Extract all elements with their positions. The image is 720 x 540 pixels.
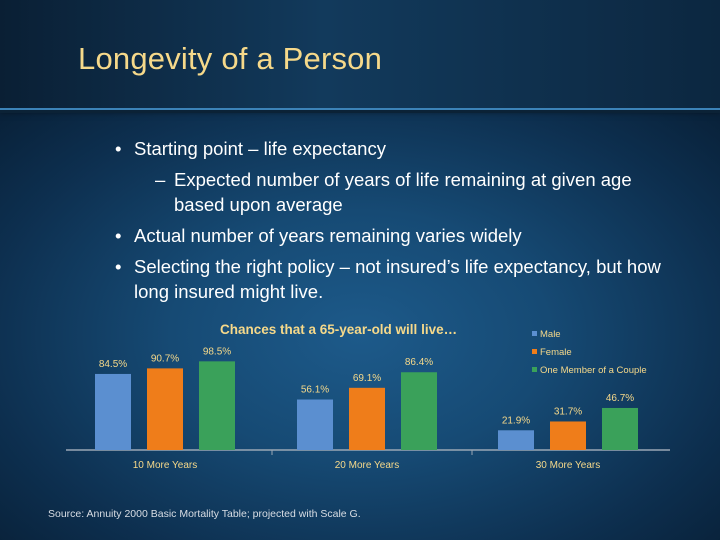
bar-couple bbox=[199, 361, 235, 450]
legend-label: Male bbox=[540, 329, 561, 340]
bullet-mark: • bbox=[115, 256, 122, 277]
bullet-item: • Starting point – life expectancy bbox=[115, 136, 675, 161]
bullet-mark: • bbox=[115, 225, 122, 246]
bar-female bbox=[147, 368, 183, 450]
bar-male bbox=[297, 399, 333, 450]
slide-title: Longevity of a Person bbox=[78, 41, 383, 76]
data-label: 86.4% bbox=[405, 357, 433, 368]
data-label: 56.1% bbox=[301, 385, 329, 396]
bar-female bbox=[349, 387, 385, 450]
sub-bullet-item: – Expected number of years of life remai… bbox=[155, 167, 675, 217]
bullet-list: • Starting point – life expectancy – Exp… bbox=[115, 136, 675, 310]
bullet-text: Expected number of years of life remaini… bbox=[174, 169, 632, 215]
legend-label: Female bbox=[540, 347, 572, 358]
data-label: 46.7% bbox=[606, 393, 634, 404]
category-label: 30 More Years bbox=[536, 460, 601, 471]
bullet-mark: • bbox=[115, 138, 122, 159]
data-label: 31.7% bbox=[554, 406, 582, 417]
sub-bullet-mark: – bbox=[155, 169, 166, 190]
legend-swatch bbox=[532, 349, 537, 354]
bar-male bbox=[95, 373, 131, 450]
bar-female bbox=[550, 421, 586, 450]
bullet-item: • Selecting the right policy – not insur… bbox=[115, 254, 675, 304]
bullet-item: • Actual number of years remaining varie… bbox=[115, 223, 675, 248]
legend-label: One Member of a Couple bbox=[540, 365, 647, 376]
bullet-text: Actual number of years remaining varies … bbox=[134, 225, 522, 246]
data-label: 84.5% bbox=[99, 359, 127, 370]
data-label: 90.7% bbox=[151, 353, 179, 364]
legend-swatch bbox=[532, 367, 537, 372]
category-label: 10 More Years bbox=[133, 460, 198, 471]
title-bar bbox=[0, 0, 720, 113]
bullet-text: Selecting the right policy – not insured… bbox=[134, 256, 661, 302]
data-label: 21.9% bbox=[502, 415, 530, 426]
bar-couple bbox=[602, 407, 638, 450]
data-label: 98.5% bbox=[203, 346, 231, 357]
bar-couple bbox=[401, 372, 437, 450]
category-label: 20 More Years bbox=[335, 460, 400, 471]
legend-swatch bbox=[532, 331, 537, 336]
chart-title: Chances that a 65-year-old will live… bbox=[220, 322, 458, 337]
bar-male bbox=[498, 430, 534, 450]
data-label: 69.1% bbox=[353, 373, 381, 384]
bullet-text: Starting point – life expectancy bbox=[134, 138, 386, 159]
source-note: Source: Annuity 2000 Basic Mortality Tab… bbox=[48, 508, 361, 520]
